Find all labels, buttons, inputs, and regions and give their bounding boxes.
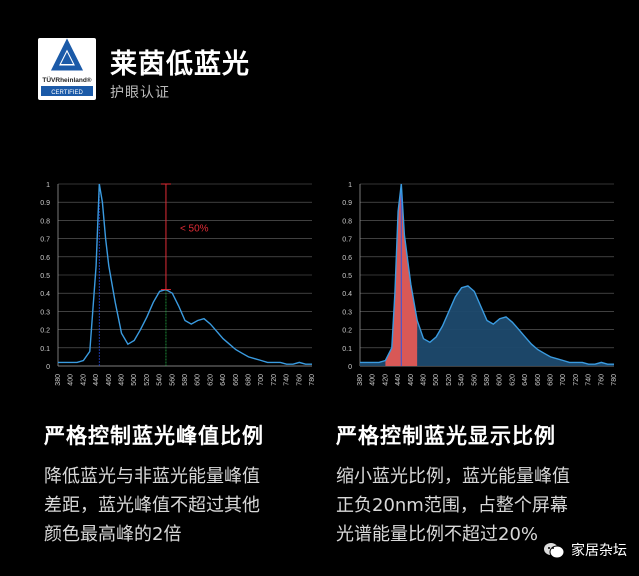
y-tick-label: 0.5 — [342, 273, 352, 280]
x-tick-label: 420 — [80, 374, 87, 386]
desc-line: 颜色最高峰的2倍 — [44, 524, 182, 545]
section-title-peak: 严格控制蓝光峰值比例 — [44, 424, 264, 448]
x-tick-label: 620 — [207, 374, 214, 386]
x-tick-label: 380 — [357, 374, 364, 386]
x-tick-label: 660 — [535, 374, 542, 386]
x-tick-label: 480 — [421, 374, 428, 386]
y-tick-label: 0.5 — [40, 273, 50, 280]
y-tick-label: 0.7 — [40, 237, 50, 244]
x-tick-label: 620 — [509, 374, 516, 386]
y-tick-label: 0.2 — [40, 328, 50, 335]
logo-certified-text: CERTIFIED — [51, 90, 83, 96]
y-tick-label: 0.6 — [40, 255, 50, 262]
x-tick-label: 700 — [560, 374, 567, 386]
x-tick-label: 520 — [446, 374, 453, 386]
x-tick-label: 380 — [55, 374, 62, 386]
section-desc-ratio: 缩小蓝光比例，蓝光能量峰值 正负20nm范围，占整个屏幕 光谱能量比例不超过20… — [336, 462, 616, 549]
y-tick-label: 0.3 — [342, 309, 352, 316]
desc-line: 正负20nm范围，占整个屏幕 — [336, 495, 568, 516]
x-tick-label: 560 — [471, 374, 478, 386]
watermark-text: 家居杂坛 — [571, 543, 627, 559]
page-subtitle: 护眼认证 — [110, 85, 170, 101]
y-tick-label: 0 — [46, 364, 50, 371]
x-tick-label: 560 — [169, 374, 176, 386]
x-tick-label: 540 — [157, 374, 164, 386]
y-tick-label: 0.4 — [342, 291, 352, 298]
spectrum-chart-peak: 0 0.1 0.2 0.3 0.4 0.5 0.6 0.7 0.8 0.9 1 380 400 420 44… — [40, 182, 316, 386]
spectrum-line — [360, 183, 614, 365]
x-tick-label: 500 — [131, 374, 138, 386]
x-tick-label: 480 — [119, 374, 126, 386]
x-tick-label: 640 — [522, 374, 529, 386]
tuv-logo: TÜVRheinland® CERTIFIED — [38, 38, 96, 100]
x-tick-label: 520 — [144, 374, 151, 386]
x-tick-label: 700 — [258, 374, 265, 386]
section-desc-peak: 降低蓝光与非蓝光能量峰值 差距，蓝光峰值不超过其他 颜色最高峰的2倍 — [44, 462, 324, 549]
y-tick-label: 0.8 — [40, 218, 50, 225]
x-tick-label: 600 — [497, 374, 504, 386]
x-tick-label: 440 — [93, 374, 100, 386]
y-tick-label: 0.8 — [342, 218, 352, 225]
y-tick-label: 1 — [348, 182, 352, 189]
wechat-icon — [544, 543, 565, 559]
y-tick-label: 0.7 — [342, 237, 352, 244]
y-tick-label: 1 — [46, 182, 50, 189]
x-tick-label: 720 — [271, 374, 278, 386]
page-title: 莱茵低蓝光 — [110, 49, 250, 80]
y-tick-label: 0 — [348, 364, 352, 371]
x-tick-label: 580 — [182, 374, 189, 386]
x-tick-label: 460 — [106, 374, 113, 386]
x-tick-label: 640 — [220, 374, 227, 386]
x-tick-label: 740 — [284, 374, 291, 386]
x-tick-label: 760 — [598, 374, 605, 386]
annotation-label: < 50% — [180, 223, 209, 234]
x-tick-label: 680 — [246, 374, 253, 386]
y-tick-label: 0.4 — [40, 291, 50, 298]
y-tick-label: 0.9 — [40, 200, 50, 207]
desc-line: 降低蓝光与非蓝光能量峰值 — [44, 466, 260, 487]
y-tick-label: 0.3 — [40, 309, 50, 316]
x-tick-label: 540 — [459, 374, 466, 386]
section-title-ratio: 严格控制蓝光显示比例 — [336, 424, 556, 448]
x-tick-label: 440 — [395, 374, 402, 386]
y-tick-label: 0.1 — [342, 346, 352, 353]
x-tick-label: 720 — [573, 374, 580, 386]
x-tick-label: 600 — [195, 374, 202, 386]
desc-line: 缩小蓝光比例，蓝光能量峰值 — [336, 466, 570, 487]
logo-brand-text: TÜVRheinland® — [42, 75, 91, 84]
x-tick-label: 580 — [484, 374, 491, 386]
x-tick-label: 660 — [233, 374, 240, 386]
desc-line: 光谱能量比例不超过20% — [336, 524, 539, 545]
x-tick-label: 500 — [433, 374, 440, 386]
x-tick-label: 760 — [296, 374, 303, 386]
spectrum-chart-ratio: 0 0.1 0.2 0.3 0.4 0.5 0.6 0.7 0.8 0.9 1 380 400 420 44… — [342, 182, 618, 386]
x-tick-label: 400 — [68, 374, 75, 386]
x-tick-label: 680 — [548, 374, 555, 386]
x-tick-label: 780 — [309, 374, 316, 386]
x-tick-label: 400 — [370, 374, 377, 386]
y-tick-label: 0.2 — [342, 328, 352, 335]
x-tick-label: 740 — [586, 374, 593, 386]
y-tick-label: 0.9 — [342, 200, 352, 207]
x-tick-label: 420 — [382, 374, 389, 386]
x-tick-label: 460 — [408, 374, 415, 386]
y-tick-label: 0.1 — [40, 346, 50, 353]
spectrum-area — [360, 184, 614, 366]
tuv-logo-graphic: TÜVRheinland® CERTIFIED — [41, 38, 93, 96]
spectrum-line — [58, 183, 312, 365]
y-tick-label: 0.6 — [342, 255, 352, 262]
x-tick-label: 780 — [611, 374, 618, 386]
header: TÜVRheinland® CERTIFIED 莱茵低蓝光 护眼认证 — [38, 38, 598, 104]
watermark: 家居杂坛 — [543, 540, 627, 560]
desc-line: 差距，蓝光峰值不超过其他 — [44, 495, 260, 516]
